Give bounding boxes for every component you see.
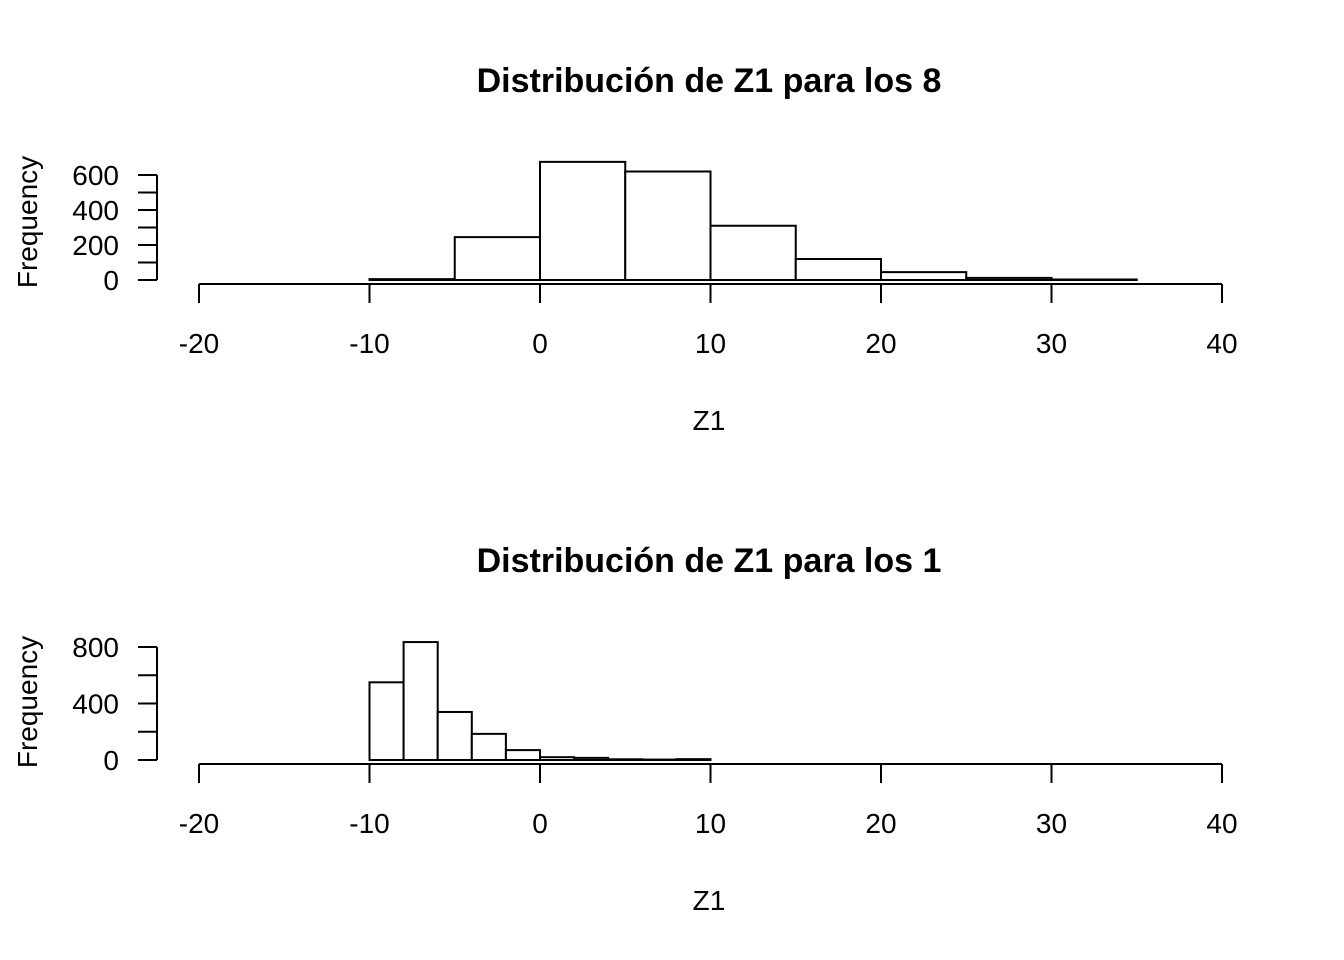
x-axis: -20 -10 0 10 20 30 40 bbox=[179, 283, 1238, 359]
y-axis-label: Frequency bbox=[12, 636, 43, 768]
histogram-bar bbox=[965, 276, 1053, 281]
histogram-panel-z1-group-8: Distribución de Z1 para los 8 Z1 Frequen… bbox=[12, 62, 1238, 436]
histogram-bar bbox=[402, 641, 439, 762]
histogram-bar bbox=[607, 758, 644, 762]
histogram-bars bbox=[368, 160, 1138, 282]
x-tick-label: 20 bbox=[865, 808, 896, 839]
y-tick-label: 600 bbox=[72, 160, 119, 191]
histogram-bar bbox=[453, 236, 541, 281]
x-tick-label: -20 bbox=[179, 808, 219, 839]
histogram-bar bbox=[880, 271, 968, 281]
x-tick-label: 30 bbox=[1036, 808, 1067, 839]
x-tick-label: -20 bbox=[179, 328, 219, 359]
x-axis-label: Z1 bbox=[693, 885, 726, 916]
chart-title: Distribución de Z1 para los 8 bbox=[477, 62, 942, 100]
histogram-bar bbox=[539, 160, 627, 281]
x-tick-label: 0 bbox=[532, 808, 548, 839]
y-tick-label: 400 bbox=[72, 689, 119, 720]
histogram-bar bbox=[1050, 278, 1138, 282]
x-tick-label: 30 bbox=[1036, 328, 1067, 359]
histogram-panel-z1-group-1: Distribución de Z1 para los 1 Z1 Frequen… bbox=[12, 542, 1238, 916]
x-tick-label: -10 bbox=[349, 808, 389, 839]
y-tick-label: 400 bbox=[72, 195, 119, 226]
histogram-bar bbox=[504, 749, 541, 761]
y-tick-label: 0 bbox=[103, 265, 119, 296]
histogram-bar bbox=[794, 258, 882, 281]
x-axis-label: Z1 bbox=[693, 405, 726, 436]
histogram-bar bbox=[573, 756, 610, 761]
histogram-bar bbox=[436, 710, 473, 761]
histogram-bar bbox=[470, 732, 507, 762]
x-tick-label: -10 bbox=[349, 328, 389, 359]
y-axis: 0 200 400 600 bbox=[72, 160, 158, 296]
histogram-bar bbox=[709, 224, 797, 281]
x-tick-label: 10 bbox=[695, 328, 726, 359]
histogram-bar bbox=[368, 681, 405, 761]
x-tick-label: 0 bbox=[532, 328, 548, 359]
histogram-bar bbox=[675, 758, 712, 762]
y-axis-label: Frequency bbox=[12, 156, 43, 288]
histogram-bar bbox=[539, 756, 576, 761]
histogram-bar bbox=[368, 278, 456, 281]
x-tick-label: 40 bbox=[1206, 328, 1237, 359]
x-tick-label: 40 bbox=[1206, 808, 1237, 839]
x-axis: -20 -10 0 10 20 30 40 bbox=[179, 763, 1238, 839]
chart-title: Distribución de Z1 para los 1 bbox=[477, 542, 942, 580]
y-tick-label: 0 bbox=[103, 745, 119, 776]
y-tick-label: 200 bbox=[72, 230, 119, 261]
y-axis: 0 400 800 bbox=[72, 632, 158, 776]
x-tick-label: 20 bbox=[865, 328, 896, 359]
x-tick-label: 10 bbox=[695, 808, 726, 839]
histogram-bars bbox=[368, 641, 712, 762]
histogram-bar bbox=[624, 170, 712, 281]
y-tick-label: 800 bbox=[72, 632, 119, 663]
